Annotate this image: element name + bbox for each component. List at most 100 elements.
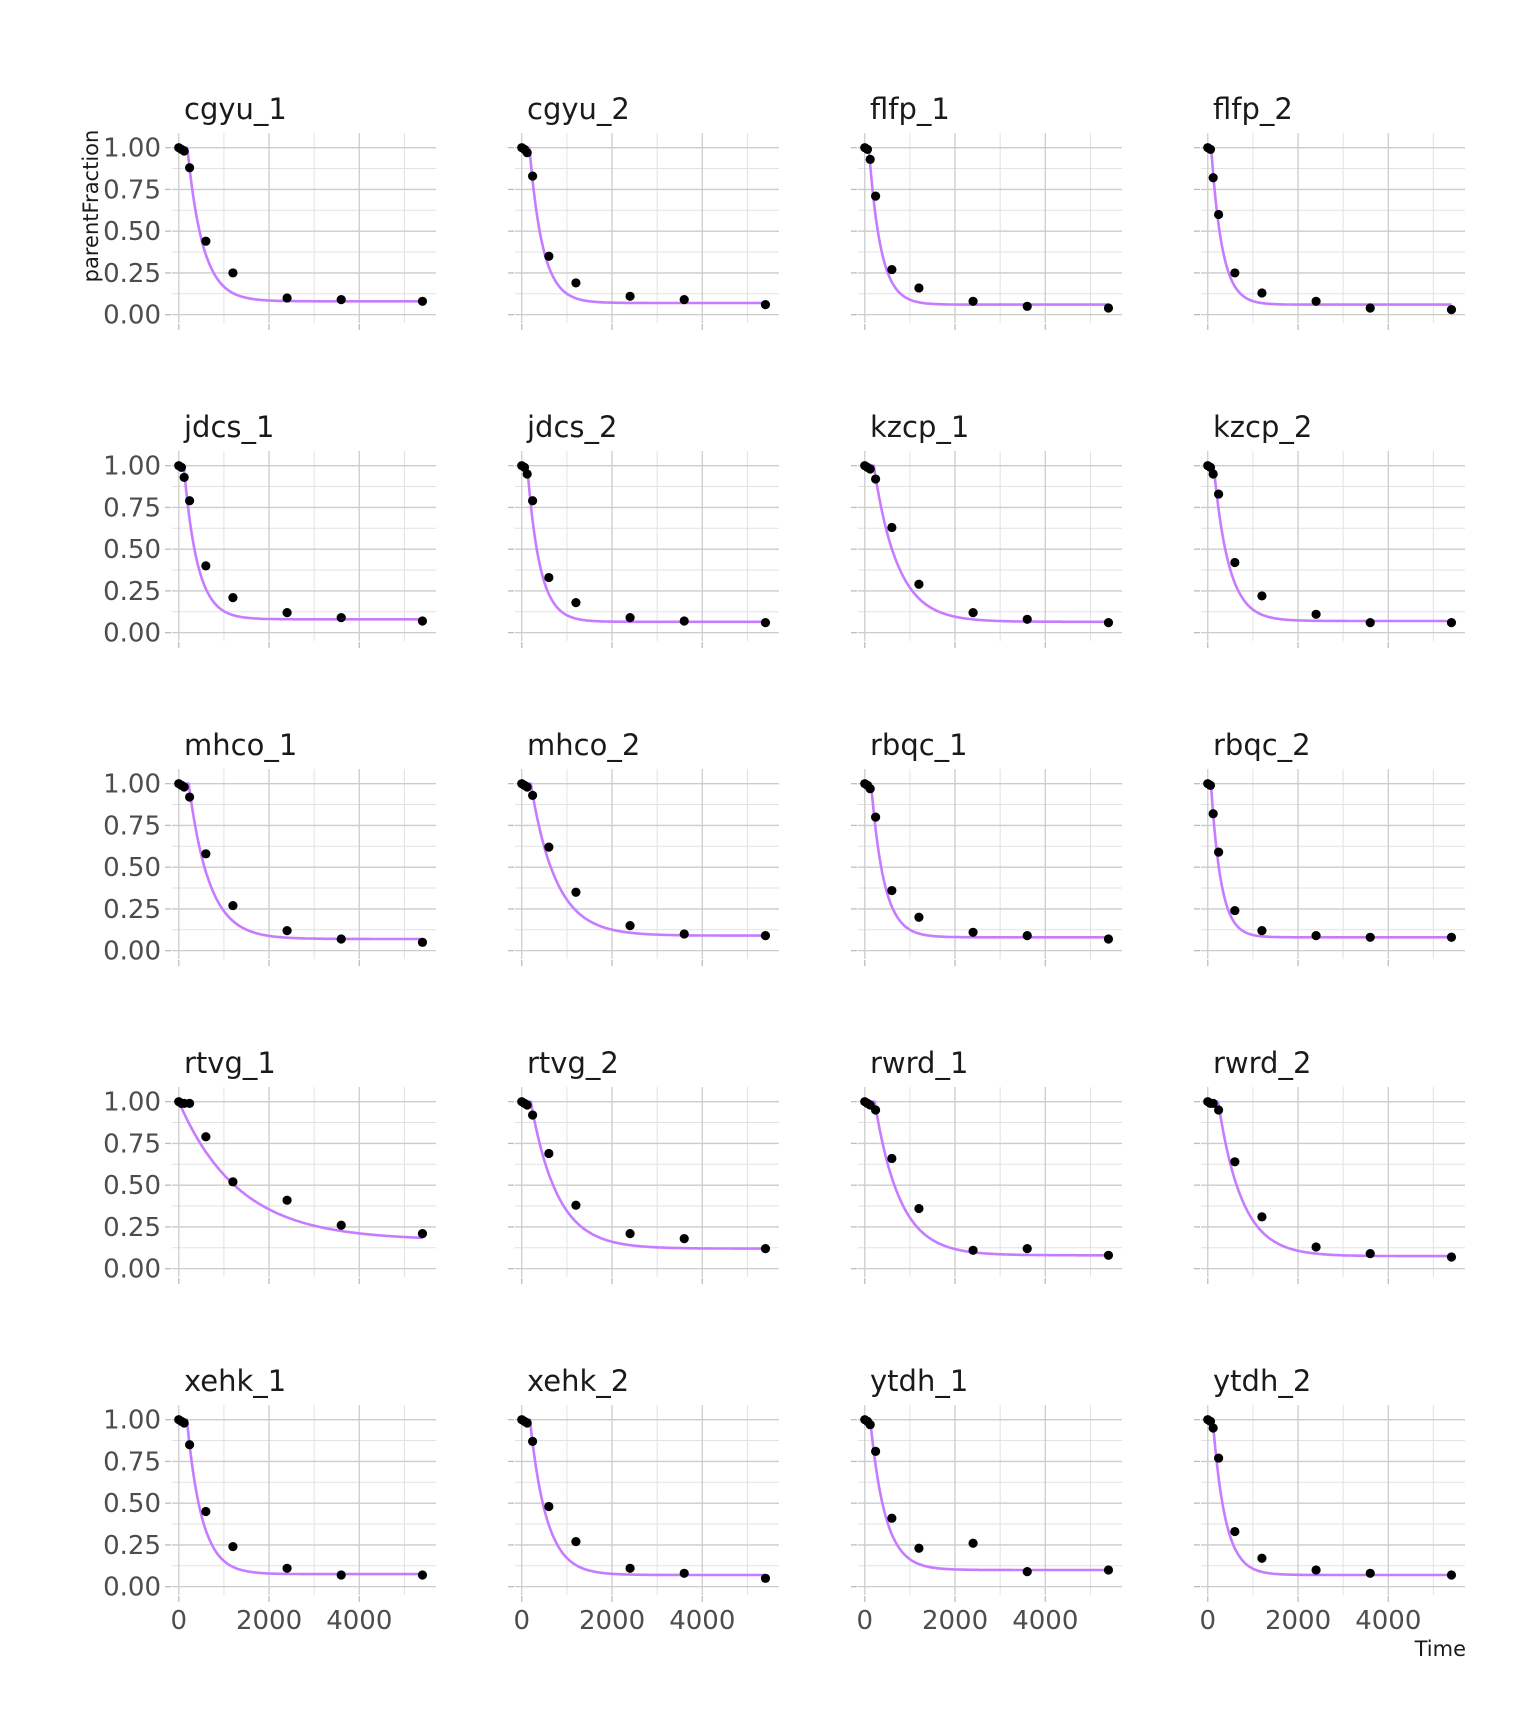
- data-point: [185, 792, 195, 802]
- panel-title: rbqc_1: [870, 728, 968, 762]
- data-point: [625, 1228, 635, 1239]
- x-tick-label: 4000: [326, 1606, 392, 1636]
- panel-title: rwrd_1: [870, 1046, 968, 1080]
- fit-line: [1207, 146, 1452, 306]
- data-point: [201, 236, 211, 246]
- data-point: [968, 608, 978, 618]
- data-point: [679, 1568, 689, 1578]
- data-point: [862, 144, 873, 154]
- data-point: [760, 1573, 771, 1583]
- panel-title: rwrd_2: [1213, 1046, 1311, 1080]
- data-point: [760, 618, 771, 628]
- data-point: [1208, 1098, 1218, 1108]
- data-point: [1365, 932, 1375, 942]
- data-point: [760, 1244, 771, 1254]
- data-point: [201, 561, 211, 571]
- data-point: [625, 921, 635, 931]
- fit-line: [521, 782, 766, 937]
- y-axis-label: parentFraction: [79, 130, 103, 283]
- data-point: [528, 790, 538, 800]
- data-point: [228, 1541, 238, 1552]
- y-tick-label: 0.00: [103, 1255, 161, 1285]
- data-point: [865, 154, 875, 164]
- data-point: [417, 1228, 428, 1239]
- data-point: [914, 1203, 924, 1214]
- y-tick-label: 0.75: [103, 175, 161, 205]
- data-point: [968, 296, 978, 306]
- data-point: [336, 295, 346, 305]
- data-point: [179, 1418, 189, 1428]
- data-point: [1446, 1252, 1457, 1262]
- data-point: [1446, 305, 1457, 315]
- y-tick-label: 0.50: [103, 1171, 161, 1201]
- panel-title: mhco_2: [527, 728, 640, 762]
- data-point: [625, 1563, 635, 1573]
- panel-rbqc_1: rbqc_1: [851, 728, 1122, 966]
- data-point: [1103, 1250, 1114, 1260]
- data-point: [760, 300, 771, 310]
- data-point: [1205, 144, 1216, 154]
- data-point: [887, 264, 897, 275]
- y-tick-label: 0.25: [103, 895, 161, 925]
- fit-line: [521, 1100, 766, 1250]
- panel-ytdh_1: 0 2000 4000 ytdh_1: [851, 1364, 1122, 1636]
- data-point: [968, 927, 978, 937]
- fit-line: [521, 464, 766, 624]
- fit-line: [1207, 1418, 1452, 1577]
- data-point: [1022, 931, 1032, 941]
- data-point: [417, 616, 428, 626]
- x-tick-label: 0: [513, 1606, 530, 1636]
- y-tick-label: 0.25: [103, 1531, 161, 1561]
- data-point: [625, 291, 635, 301]
- panel-cgyu_2: cgyu_2: [508, 92, 779, 330]
- data-point: [1022, 614, 1032, 624]
- panel-flfp_1: flfp_1: [851, 92, 1122, 330]
- data-point: [528, 496, 538, 506]
- data-point: [1365, 618, 1375, 628]
- panel-kzcp_2: kzcp_2: [1194, 410, 1465, 648]
- fit-line: [521, 146, 766, 305]
- data-point: [522, 1418, 532, 1428]
- data-point: [228, 268, 238, 278]
- data-point: [1230, 1526, 1240, 1537]
- x-tick-label: 2000: [1265, 1606, 1331, 1636]
- data-point: [1257, 288, 1267, 298]
- x-tick-label: 2000: [236, 1606, 302, 1636]
- data-point: [968, 1538, 978, 1548]
- data-point: [887, 522, 897, 533]
- panel-title: rbqc_2: [1213, 728, 1311, 762]
- data-point: [914, 912, 924, 922]
- fit-line: [178, 1418, 423, 1576]
- fit-line: [521, 1418, 766, 1577]
- panel-xehk_1: 0.00 0.25 0.50 0.75 1.00 0 2000 4000 xehk_1: [103, 1364, 436, 1636]
- panel-xehk_2: 0 2000 4000 xehk_2: [508, 1364, 779, 1636]
- x-tick-label: 0: [1199, 1606, 1216, 1636]
- data-point: [625, 613, 635, 623]
- y-tick-label: 0.75: [103, 811, 161, 841]
- panel-rtvg_2: rtvg_2: [508, 1046, 779, 1284]
- data-point: [544, 842, 554, 852]
- panel-rtvg_1: 0.00 0.25 0.50 0.75 1.00 rtvg_1: [103, 1046, 436, 1285]
- panel-jdcs_1: 0.00 0.25 0.50 0.75 1.00 jdcs_1: [103, 410, 436, 649]
- y-tick-label: 0.00: [103, 619, 161, 649]
- data-point: [1103, 618, 1114, 628]
- data-point: [1208, 469, 1218, 479]
- data-point: [185, 163, 195, 173]
- data-point: [522, 1100, 532, 1110]
- data-point: [571, 1536, 581, 1547]
- panel-title: flfp_1: [870, 92, 950, 126]
- panel-rbqc_2: rbqc_2: [1194, 728, 1465, 966]
- data-point: [528, 1436, 538, 1446]
- data-point: [871, 1105, 881, 1115]
- y-tick-label: 0.25: [103, 259, 161, 289]
- data-point: [1365, 303, 1375, 313]
- panel-title: rtvg_1: [184, 1046, 276, 1080]
- x-tick-label: 4000: [1355, 1606, 1421, 1636]
- data-point: [1365, 1249, 1375, 1259]
- y-tick-label: 0.50: [103, 1489, 161, 1519]
- data-point: [571, 1200, 581, 1210]
- data-point: [914, 283, 924, 293]
- data-point: [914, 1543, 924, 1553]
- data-point: [1311, 296, 1321, 306]
- y-tick-label: 0.75: [103, 493, 161, 523]
